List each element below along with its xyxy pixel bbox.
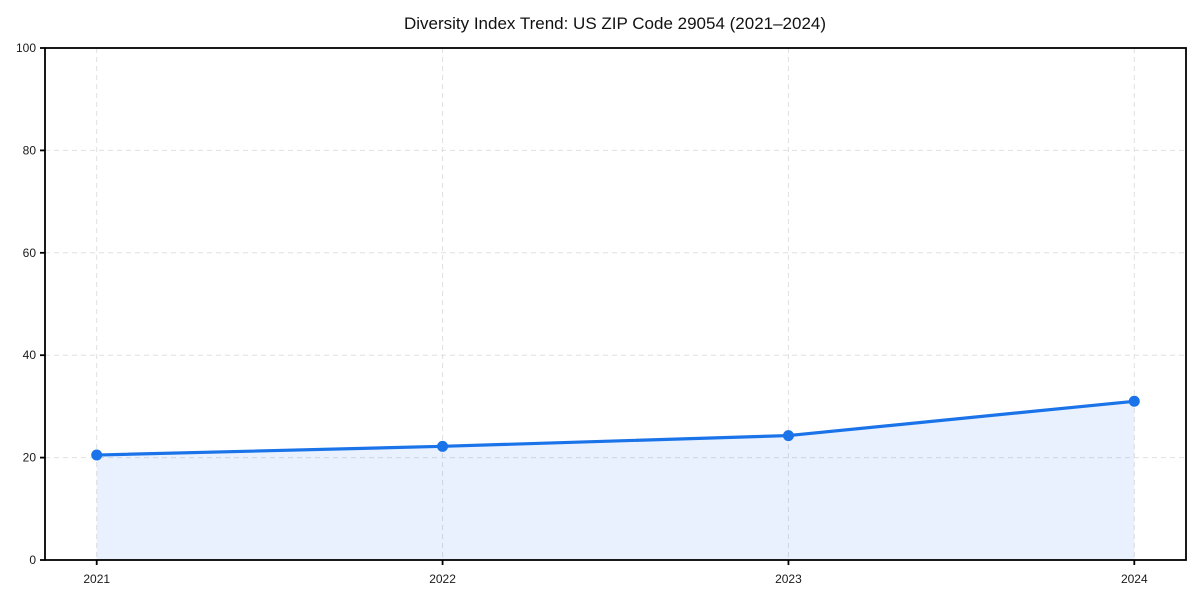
data-points (91, 395, 1140, 461)
axes-spines (44, 47, 1187, 561)
data-point-2024 (1128, 395, 1140, 407)
chart-title: Diversity Index Trend: US ZIP Code 29054… (404, 14, 826, 33)
y-tick-label: 20 (23, 451, 37, 465)
y-tick-label: 60 (23, 246, 37, 260)
data-point-2023 (782, 430, 794, 442)
x-tick-label: 2023 (775, 572, 802, 586)
area-fill (96, 401, 1135, 560)
axis-tick-labels: 0 20 40 60 80 100 2021 2022 2023 2024 (16, 41, 1148, 586)
x-tick-label: 2024 (1121, 572, 1148, 586)
trend-line (95, 399, 1136, 457)
axis-ticks (40, 47, 1136, 565)
data-point-2021 (91, 449, 103, 461)
x-tick-label: 2021 (83, 572, 110, 586)
area-under-line (96, 401, 1135, 560)
y-tick-label: 40 (23, 348, 37, 362)
plot-border (44, 47, 1187, 561)
y-tick-label: 100 (16, 41, 36, 55)
trend-line-path (95, 399, 1136, 457)
x-tick-label: 2022 (429, 572, 456, 586)
y-tick-label: 80 (23, 143, 37, 157)
data-point-2022 (437, 440, 449, 452)
y-tick-label: 0 (29, 553, 36, 567)
